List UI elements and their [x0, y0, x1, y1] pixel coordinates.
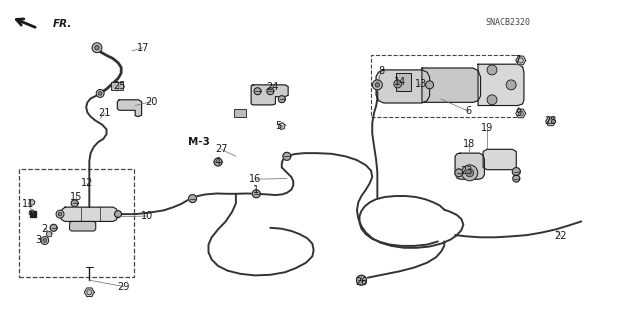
Circle shape — [487, 65, 497, 75]
Circle shape — [372, 80, 382, 90]
Text: 17: 17 — [137, 43, 149, 53]
Text: 27: 27 — [215, 144, 227, 154]
Circle shape — [375, 83, 380, 87]
Text: 6: 6 — [465, 106, 472, 116]
Text: FR.: FR. — [52, 19, 72, 29]
Polygon shape — [478, 64, 524, 106]
Polygon shape — [513, 175, 520, 182]
Text: 20: 20 — [145, 97, 157, 107]
Polygon shape — [29, 210, 35, 216]
Bar — [371, 55, 518, 117]
Polygon shape — [267, 88, 274, 95]
Polygon shape — [60, 207, 118, 221]
Polygon shape — [254, 88, 261, 95]
Polygon shape — [251, 85, 288, 105]
Text: 25: 25 — [113, 81, 125, 91]
Polygon shape — [546, 117, 556, 126]
Polygon shape — [516, 109, 525, 118]
Text: 21: 21 — [99, 108, 111, 118]
Polygon shape — [455, 153, 484, 179]
Text: 29: 29 — [118, 282, 130, 292]
Polygon shape — [376, 70, 429, 103]
Circle shape — [466, 169, 474, 177]
Text: 7: 7 — [515, 56, 521, 65]
Bar — [234, 109, 246, 117]
Circle shape — [56, 210, 64, 218]
Polygon shape — [512, 167, 520, 175]
Polygon shape — [71, 200, 78, 207]
Text: 2: 2 — [42, 224, 48, 234]
Text: 14: 14 — [394, 77, 406, 87]
Polygon shape — [252, 190, 260, 198]
Text: 26: 26 — [355, 277, 367, 287]
Bar — [19, 169, 134, 277]
Circle shape — [426, 81, 433, 89]
Text: 24: 24 — [266, 82, 278, 92]
Text: 18: 18 — [463, 139, 476, 149]
Text: 9: 9 — [516, 108, 522, 118]
Text: 4: 4 — [215, 157, 221, 167]
Polygon shape — [483, 149, 516, 170]
Polygon shape — [189, 195, 196, 203]
Polygon shape — [46, 231, 52, 237]
Polygon shape — [283, 152, 291, 160]
Bar — [396, 73, 412, 91]
Text: 13: 13 — [415, 79, 427, 89]
Text: 10: 10 — [141, 211, 153, 221]
Text: 12: 12 — [81, 178, 93, 188]
Text: M-3: M-3 — [188, 137, 210, 147]
Polygon shape — [422, 68, 481, 102]
Bar — [30, 211, 36, 217]
Text: 11: 11 — [22, 199, 35, 209]
Text: 3: 3 — [35, 235, 42, 245]
Circle shape — [95, 46, 99, 50]
Text: 16: 16 — [249, 174, 261, 184]
Polygon shape — [356, 275, 366, 285]
Polygon shape — [29, 199, 35, 205]
Bar — [111, 82, 123, 90]
Text: 8: 8 — [378, 66, 384, 76]
Text: SNACB2320: SNACB2320 — [486, 18, 531, 27]
Circle shape — [92, 43, 102, 53]
Circle shape — [394, 80, 402, 88]
Polygon shape — [278, 96, 285, 103]
Polygon shape — [516, 56, 525, 65]
Circle shape — [462, 165, 477, 181]
Circle shape — [99, 92, 102, 95]
Circle shape — [41, 236, 49, 244]
Text: 5: 5 — [275, 121, 282, 130]
Circle shape — [96, 89, 104, 97]
Polygon shape — [455, 169, 463, 177]
Text: 22: 22 — [555, 231, 567, 241]
Polygon shape — [70, 221, 96, 231]
Polygon shape — [84, 288, 94, 297]
Polygon shape — [117, 100, 141, 117]
Text: 19: 19 — [481, 123, 493, 133]
Polygon shape — [278, 123, 285, 130]
Circle shape — [506, 80, 516, 90]
Text: 15: 15 — [70, 192, 83, 202]
Circle shape — [487, 95, 497, 105]
Circle shape — [115, 211, 122, 218]
Circle shape — [58, 212, 62, 216]
Text: 1: 1 — [253, 185, 259, 195]
Polygon shape — [50, 224, 57, 231]
Text: 23: 23 — [460, 166, 473, 176]
Polygon shape — [214, 158, 222, 166]
Circle shape — [43, 239, 47, 242]
Text: 28: 28 — [545, 116, 557, 126]
